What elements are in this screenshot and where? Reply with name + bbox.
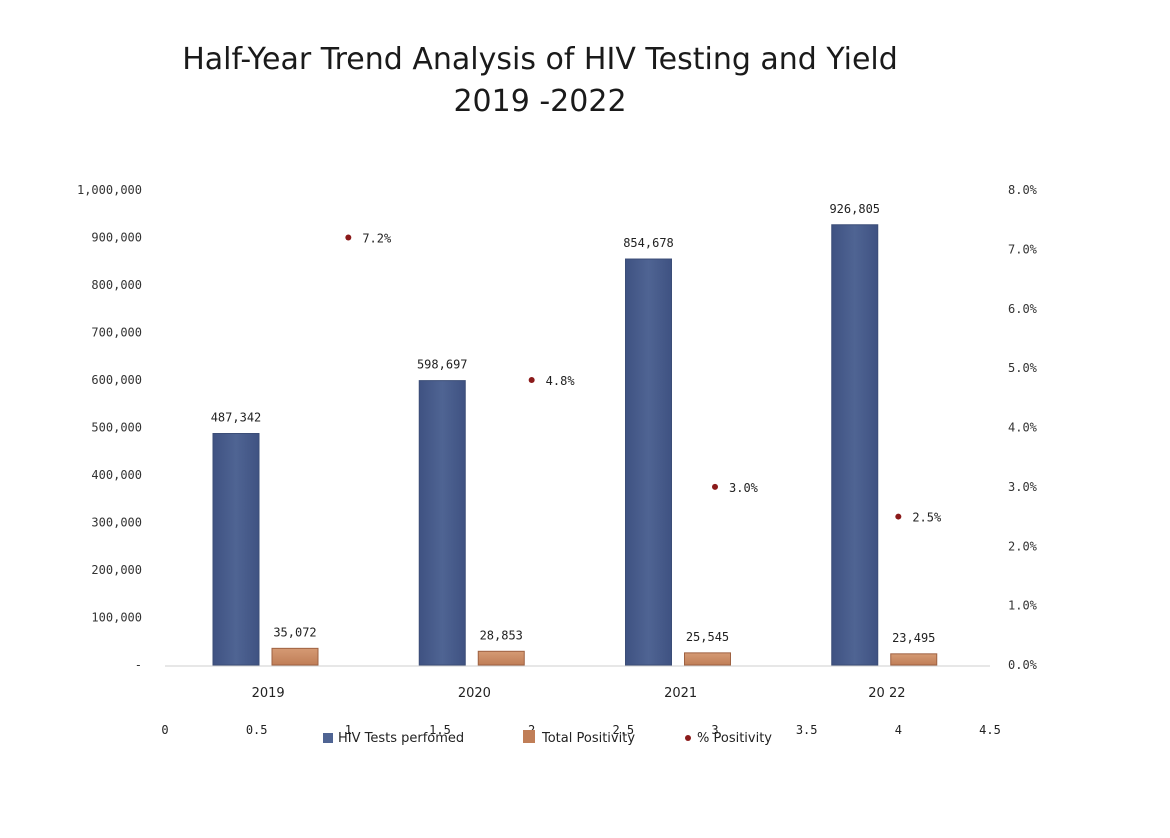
y-left-tick-label: - [135,658,142,672]
chart-title: Half-Year Trend Analysis of HIV Testing … [182,42,898,77]
positivity-bar [477,650,525,666]
y-right-tick-label: 4.0% [1008,421,1038,435]
y-right-tick-label: 0.0% [1008,658,1038,672]
legend-tests-label: HIV Tests perfomed [338,731,464,746]
pct-positivity-point [712,483,718,490]
y-left-tick-label: 900,000 [91,231,142,245]
tests-data-label: 854,678 [623,236,674,250]
y-right-tick-label: 3.0% [1008,480,1038,494]
x-secondary-tick-label: 4.5 [979,723,1001,737]
x-secondary-tick-label: 1 [345,723,352,737]
category-label: 2020 [458,686,491,701]
pct-positivity-point [528,377,535,383]
pct-positivity-label: 7.2% [362,232,392,246]
pct-positivity-label: 2.5% [912,511,942,525]
positivity-data-label: 23,495 [892,631,935,645]
chart-subtitle: 2019 -2022 [453,84,627,119]
positivity-bar [684,652,731,666]
y-left-tick-label: 300,000 [91,516,142,530]
legend-tests-swatch [323,733,333,743]
y-left-tick-label: 700,000 [91,326,142,340]
y-right-tick-label: 7.0% [1008,242,1038,256]
x-secondary-tick-label: 0 [161,723,168,737]
y-left-tick-label: 600,000 [91,373,142,387]
y-right-tick-label: 8.0% [1008,183,1038,197]
y-right-tick-label: 2.0% [1008,539,1038,553]
y-left-tick-label: 1,000,000 [77,183,142,197]
tests-bar [831,224,879,666]
y-right-tick-label: 5.0% [1008,361,1038,375]
x-secondary-tick-label: 2.5 [612,723,634,737]
y-left-tick-label: 500,000 [91,421,142,435]
positivity-bar [890,653,938,666]
y-left-tick-label: 400,000 [91,468,142,482]
legend-pct-swatch [685,735,691,741]
tests-bar [625,258,672,666]
positivity-bar [271,647,319,666]
pct-positivity-label: 3.0% [729,481,759,495]
positivity-data-label: 35,072 [273,625,316,639]
pct-positivity-label: 4.8% [546,374,576,388]
positivity-data-label: 25,545 [686,630,729,644]
x-secondary-tick-label: 1.5 [429,723,451,737]
x-secondary-tick-label: 3 [711,723,718,737]
y-left-tick-label: 100,000 [91,611,142,625]
tests-data-label: 926,805 [829,202,880,216]
pct-positivity-point [895,513,902,520]
category-label: 2019 [252,686,285,701]
tests-bar [418,380,466,666]
x-secondary-tick-label: 4 [895,723,902,737]
legend-pct-label: % Positivity [697,731,772,746]
y-left-tick-label: 200,000 [91,563,142,577]
pct-positivity-point [345,234,352,241]
y-right-tick-label: 1.0% [1008,599,1038,613]
x-secondary-tick-label: 0.5 [246,723,268,737]
tests-data-label: 598,697 [417,358,468,372]
category-label: 20 22 [868,686,905,701]
legend-positivity-swatch [523,730,535,743]
y-left-tick-label: 800,000 [91,278,142,292]
category-label: 2021 [664,686,697,701]
x-secondary-tick-label: 3.5 [796,723,818,737]
legend-positivity-label: Total Positivity [541,731,635,746]
y-right-tick-label: 6.0% [1008,302,1038,316]
tests-bar [212,433,260,666]
tests-data-label: 487,342 [211,411,262,425]
positivity-data-label: 28,853 [480,628,523,642]
